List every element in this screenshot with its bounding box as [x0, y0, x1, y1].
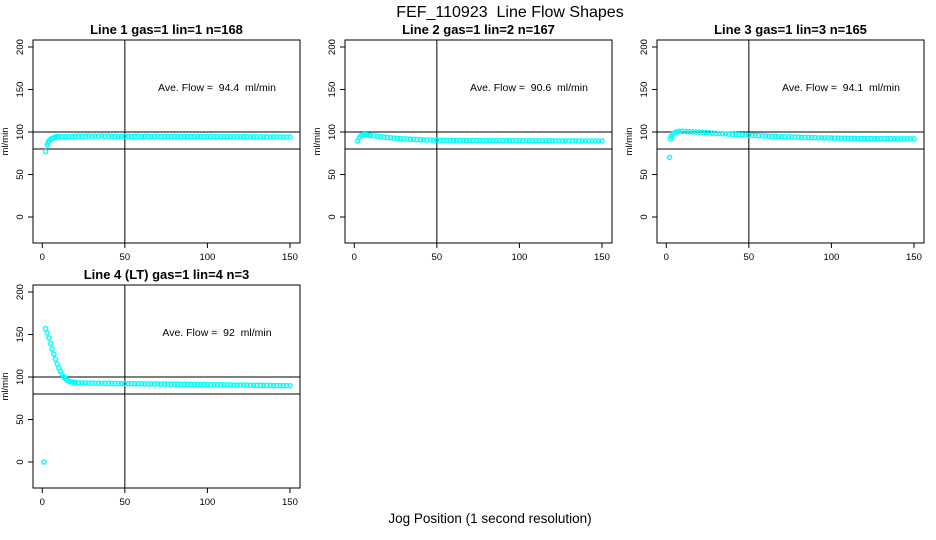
subplot-title-4: Line 4 (LT) gas=1 lin=4 n=3: [84, 269, 250, 282]
svg-text:100: 100: [823, 252, 839, 263]
svg-text:100: 100: [199, 252, 215, 263]
plot-canvas-2: Line 3 gas=1 lin=3 n=165 ml/min Ave. Flo…: [624, 22, 925, 263]
svg-text:200: 200: [327, 39, 338, 55]
svg-text:150: 150: [327, 82, 338, 98]
subplot-line3: Line 3 gas=1 lin=3 n=165 ml/min Ave. Flo…: [624, 22, 936, 272]
ave-flow-annotation-4: Ave. Flow = 92 ml/min: [162, 327, 271, 339]
subplot-line4: Line 4 (LT) gas=1 lin=4 n=3 ml/min Ave. …: [0, 267, 312, 517]
svg-text:50: 50: [327, 169, 338, 180]
ave-flow-annotation-2: Ave. Flow = 90.6 ml/min: [470, 82, 588, 94]
svg-text:50: 50: [15, 414, 26, 425]
svg-text:150: 150: [639, 82, 650, 98]
svg-text:50: 50: [15, 169, 26, 180]
svg-text:150: 150: [906, 252, 922, 263]
y-axis-label-2: ml/min: [312, 128, 323, 156]
svg-text:50: 50: [432, 252, 443, 263]
y-axis-label-4: ml/min: [0, 373, 11, 401]
svg-text:100: 100: [15, 124, 26, 140]
svg-text:150: 150: [282, 252, 298, 263]
subplot-title-2: Line 2 gas=1 lin=2 n=167: [402, 24, 555, 37]
svg-text:50: 50: [639, 169, 650, 180]
plot-canvas-3: Line 4 (LT) gas=1 lin=4 n=3 ml/min Ave. …: [0, 267, 301, 508]
svg-text:150: 150: [15, 82, 26, 98]
x-axis-label: Jog Position (1 second resolution): [388, 511, 592, 526]
svg-text:150: 150: [594, 252, 610, 263]
svg-text:0: 0: [352, 252, 357, 263]
svg-text:0: 0: [639, 214, 650, 219]
ave-flow-annotation-3: Ave. Flow = 94.1 ml/min: [782, 82, 900, 94]
plot-canvas-0: Line 1 gas=1 lin=1 n=168 ml/min Ave. Flo…: [0, 22, 301, 263]
svg-text:100: 100: [199, 497, 215, 508]
svg-text:150: 150: [282, 497, 298, 508]
subplot-title-3: Line 3 gas=1 lin=3 n=165: [714, 24, 867, 37]
svg-text:200: 200: [15, 284, 26, 300]
subplot-title-1: Line 1 gas=1 lin=1 n=168: [90, 24, 243, 37]
y-axis-label-3: ml/min: [624, 128, 635, 156]
svg-text:200: 200: [15, 39, 26, 55]
svg-text:0: 0: [664, 252, 669, 263]
svg-text:0: 0: [40, 252, 45, 263]
svg-text:50: 50: [744, 252, 755, 263]
svg-text:100: 100: [511, 252, 527, 263]
svg-text:100: 100: [15, 369, 26, 385]
subplot-line1: Line 1 gas=1 lin=1 n=168 ml/min Ave. Flo…: [0, 22, 312, 272]
svg-text:150: 150: [15, 327, 26, 343]
svg-text:0: 0: [15, 459, 26, 464]
figure-title: FEF_110923 Line Flow Shapes: [396, 4, 624, 21]
plot-canvas-1: Line 2 gas=1 lin=2 n=167 ml/min Ave. Flo…: [312, 22, 613, 263]
svg-text:200: 200: [639, 39, 650, 55]
svg-text:100: 100: [327, 124, 338, 140]
svg-text:50: 50: [120, 252, 131, 263]
svg-text:0: 0: [327, 214, 338, 219]
svg-text:100: 100: [639, 124, 650, 140]
svg-text:50: 50: [120, 497, 131, 508]
ave-flow-annotation-1: Ave. Flow = 94.4 ml/min: [158, 82, 276, 94]
svg-text:0: 0: [15, 214, 26, 219]
svg-text:0: 0: [40, 497, 45, 508]
subplot-line2: Line 2 gas=1 lin=2 n=167 ml/min Ave. Flo…: [312, 22, 624, 272]
y-axis-label-1: ml/min: [0, 128, 11, 156]
